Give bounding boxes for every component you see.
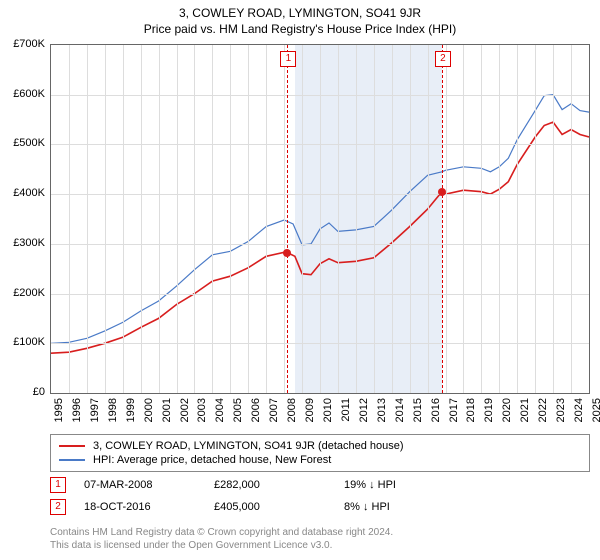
- legend-item: HPI: Average price, detached house, New …: [59, 453, 581, 467]
- chart-title: 3, COWLEY ROAD, LYMINGTON, SO41 9JR: [0, 0, 600, 20]
- x-axis-label: 2010: [322, 398, 334, 438]
- x-axis-label: 2019: [483, 398, 495, 438]
- footer-attribution: Contains HM Land Registry data © Crown c…: [50, 526, 590, 552]
- gridline-v: [392, 45, 393, 393]
- x-axis-label: 2012: [358, 398, 370, 438]
- x-axis-label: 2004: [214, 398, 226, 438]
- y-axis-label: £200K: [0, 287, 45, 299]
- sale-pct-vs-hpi: 19% ↓ HPI: [344, 479, 474, 491]
- gridline-v: [123, 45, 124, 393]
- x-axis-label: 1998: [107, 398, 119, 438]
- x-axis-label: 2020: [501, 398, 513, 438]
- gridline-v: [87, 45, 88, 393]
- y-axis-label: £700K: [0, 38, 45, 50]
- gridline-v: [248, 45, 249, 393]
- sale-pct-vs-hpi: 8% ↓ HPI: [344, 501, 474, 513]
- y-axis-label: £0: [0, 386, 45, 398]
- gridline-v: [69, 45, 70, 393]
- sale-marker-badge: 1: [280, 51, 296, 67]
- chart-plot-area: 12: [50, 44, 590, 394]
- y-axis-label: £300K: [0, 237, 45, 249]
- y-axis-label: £100K: [0, 336, 45, 348]
- gridline-v: [194, 45, 195, 393]
- gridline-v: [410, 45, 411, 393]
- sale-marker-badge: 2: [50, 499, 66, 515]
- x-axis-label: 2013: [376, 398, 388, 438]
- legend-item: 3, COWLEY ROAD, LYMINGTON, SO41 9JR (det…: [59, 439, 581, 453]
- sale-price: £282,000: [214, 479, 344, 491]
- x-axis-label: 2006: [250, 398, 262, 438]
- gridline-v: [446, 45, 447, 393]
- sale-price: £405,000: [214, 501, 344, 513]
- sale-detail-row: 2 18-OCT-2016 £405,000 8% ↓ HPI: [50, 499, 590, 515]
- gridline-v: [105, 45, 106, 393]
- x-axis-label: 1999: [125, 398, 137, 438]
- sale-date: 07-MAR-2008: [84, 479, 214, 491]
- x-axis-label: 2009: [304, 398, 316, 438]
- gridline-v: [212, 45, 213, 393]
- x-axis-label: 1996: [71, 398, 83, 438]
- x-axis-label: 2003: [196, 398, 208, 438]
- gridline-v: [338, 45, 339, 393]
- x-axis-label: 2014: [394, 398, 406, 438]
- legend-swatch: [59, 445, 85, 447]
- x-axis-label: 2001: [161, 398, 173, 438]
- x-axis-label: 2008: [286, 398, 298, 438]
- gridline-v: [374, 45, 375, 393]
- y-axis-label: £500K: [0, 137, 45, 149]
- x-axis-label: 2015: [412, 398, 424, 438]
- x-axis-label: 1995: [53, 398, 65, 438]
- gridline-v: [356, 45, 357, 393]
- y-axis-label: £600K: [0, 88, 45, 100]
- gridline-v: [141, 45, 142, 393]
- sale-point-dot: [283, 249, 291, 257]
- legend-swatch: [59, 459, 85, 461]
- x-axis-label: 2016: [430, 398, 442, 438]
- sale-marker-badge: 1: [50, 477, 66, 493]
- y-axis-label: £400K: [0, 187, 45, 199]
- x-axis-label: 2021: [519, 398, 531, 438]
- x-axis-label: 1997: [89, 398, 101, 438]
- x-axis-label: 2018: [465, 398, 477, 438]
- gridline-v: [481, 45, 482, 393]
- gridline-v: [230, 45, 231, 393]
- sale-marker-badge: 2: [435, 51, 451, 67]
- x-axis-label: 2023: [555, 398, 567, 438]
- x-axis-label: 2005: [232, 398, 244, 438]
- sale-date: 18-OCT-2016: [84, 501, 214, 513]
- gridline-v: [535, 45, 536, 393]
- sale-point-dot: [438, 188, 446, 196]
- x-axis-label: 2000: [143, 398, 155, 438]
- legend-label: HPI: Average price, detached house, New …: [93, 454, 331, 466]
- x-axis-label: 2002: [179, 398, 191, 438]
- gridline-v: [159, 45, 160, 393]
- gridline-v: [266, 45, 267, 393]
- gridline-v: [571, 45, 572, 393]
- gridline-v: [284, 45, 285, 393]
- legend-box: 3, COWLEY ROAD, LYMINGTON, SO41 9JR (det…: [50, 434, 590, 472]
- gridline-v: [463, 45, 464, 393]
- gridline-v: [499, 45, 500, 393]
- x-axis-label: 2007: [268, 398, 280, 438]
- gridline-v: [302, 45, 303, 393]
- gridline-v: [177, 45, 178, 393]
- x-axis-label: 2025: [591, 398, 600, 438]
- sale-detail-row: 1 07-MAR-2008 £282,000 19% ↓ HPI: [50, 477, 590, 493]
- gridline-v: [517, 45, 518, 393]
- gridline-v: [553, 45, 554, 393]
- x-axis-label: 2022: [537, 398, 549, 438]
- x-axis-label: 2017: [448, 398, 460, 438]
- gridline-v: [428, 45, 429, 393]
- legend-label: 3, COWLEY ROAD, LYMINGTON, SO41 9JR (det…: [93, 440, 404, 452]
- chart-subtitle: Price paid vs. HM Land Registry's House …: [0, 20, 600, 40]
- sale-marker-line: [442, 45, 443, 393]
- x-axis-label: 2024: [573, 398, 585, 438]
- sale-marker-line: [287, 45, 288, 393]
- x-axis-label: 2011: [340, 398, 352, 438]
- gridline-v: [320, 45, 321, 393]
